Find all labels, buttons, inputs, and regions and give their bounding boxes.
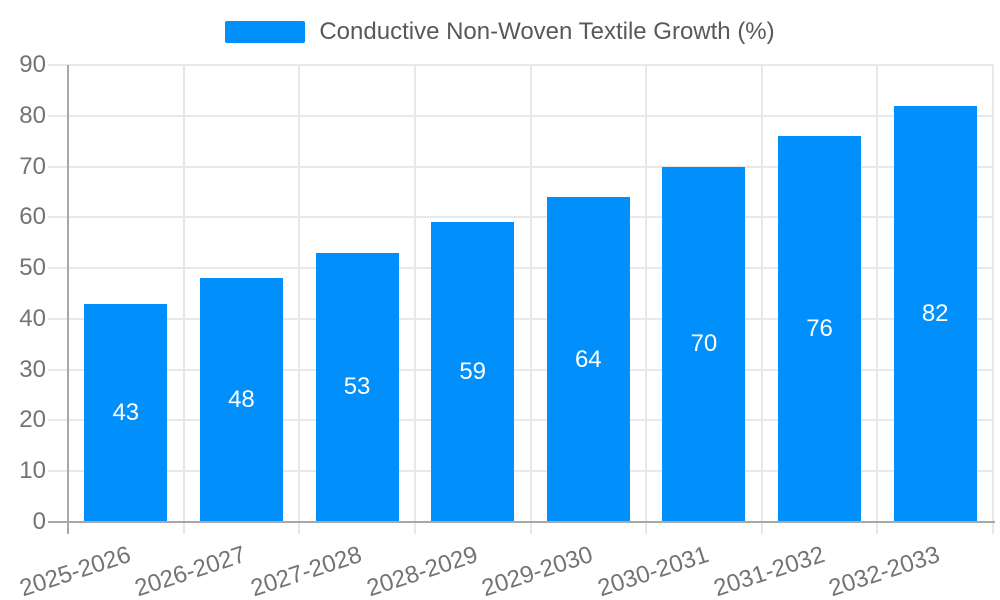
plot-area: 43 48 53 59 64 70 76 82 2025-2026 2026-2027 2027-2…: [16, 64, 994, 600]
v-gridline: [760, 65, 763, 534]
y-tick-label: 60: [19, 203, 46, 231]
bar[interactable]: 70: [662, 166, 746, 522]
v-gridline: [645, 65, 648, 534]
v-gridline: [529, 65, 532, 534]
h-gridline: [48, 267, 993, 270]
y-tick-label: 20: [19, 406, 46, 434]
bar-value-label: 48: [228, 386, 255, 414]
bar-value-label: 76: [806, 315, 833, 343]
h-gridline: [48, 317, 993, 320]
y-tick-label: 50: [19, 254, 46, 282]
y-tick-label: 90: [19, 51, 46, 78]
bar-value-label: 82: [921, 299, 949, 327]
y-tick-label: 30: [19, 355, 46, 383]
bar[interactable]: 43: [84, 303, 168, 522]
y-tick-label: 80: [19, 101, 46, 129]
y-axis-line: [67, 65, 69, 534]
bar[interactable]: 53: [315, 252, 399, 522]
bar-value-label: 43: [112, 398, 140, 426]
v-gridline: [992, 65, 994, 534]
bar[interactable]: 82: [893, 105, 977, 522]
v-gridline: [182, 65, 185, 534]
h-gridline: [48, 165, 993, 168]
h-gridline: [48, 114, 993, 117]
h-gridline: [48, 368, 993, 371]
h-gridline: [48, 64, 993, 66]
x-axis-line: [48, 521, 995, 523]
legend-label: Conductive Non-Woven Textile Growth (%): [319, 18, 775, 45]
bar[interactable]: 76: [778, 136, 862, 522]
h-gridline: [48, 216, 993, 219]
h-gridline: [48, 470, 993, 473]
bar-value-label: 70: [690, 330, 718, 358]
v-gridline: [413, 65, 416, 534]
bar-value-label: 59: [459, 358, 487, 386]
bar[interactable]: 59: [431, 222, 515, 522]
bar-value-label: 64: [574, 345, 602, 373]
y-tick-label: 70: [19, 152, 46, 180]
h-gridline: [48, 419, 993, 422]
y-tick-label: 10: [19, 457, 46, 485]
v-gridline: [298, 65, 301, 534]
bar-value-label: 53: [343, 373, 371, 401]
v-gridline: [876, 65, 879, 534]
y-tick-label: 40: [19, 304, 46, 332]
bar[interactable]: 64: [546, 197, 630, 522]
legend[interactable]: Conductive Non-Woven Textile Growth (%): [0, 18, 1000, 46]
legend-swatch: [225, 21, 306, 43]
y-tick-label: 0: [32, 508, 46, 535]
bar[interactable]: 48: [199, 278, 283, 522]
